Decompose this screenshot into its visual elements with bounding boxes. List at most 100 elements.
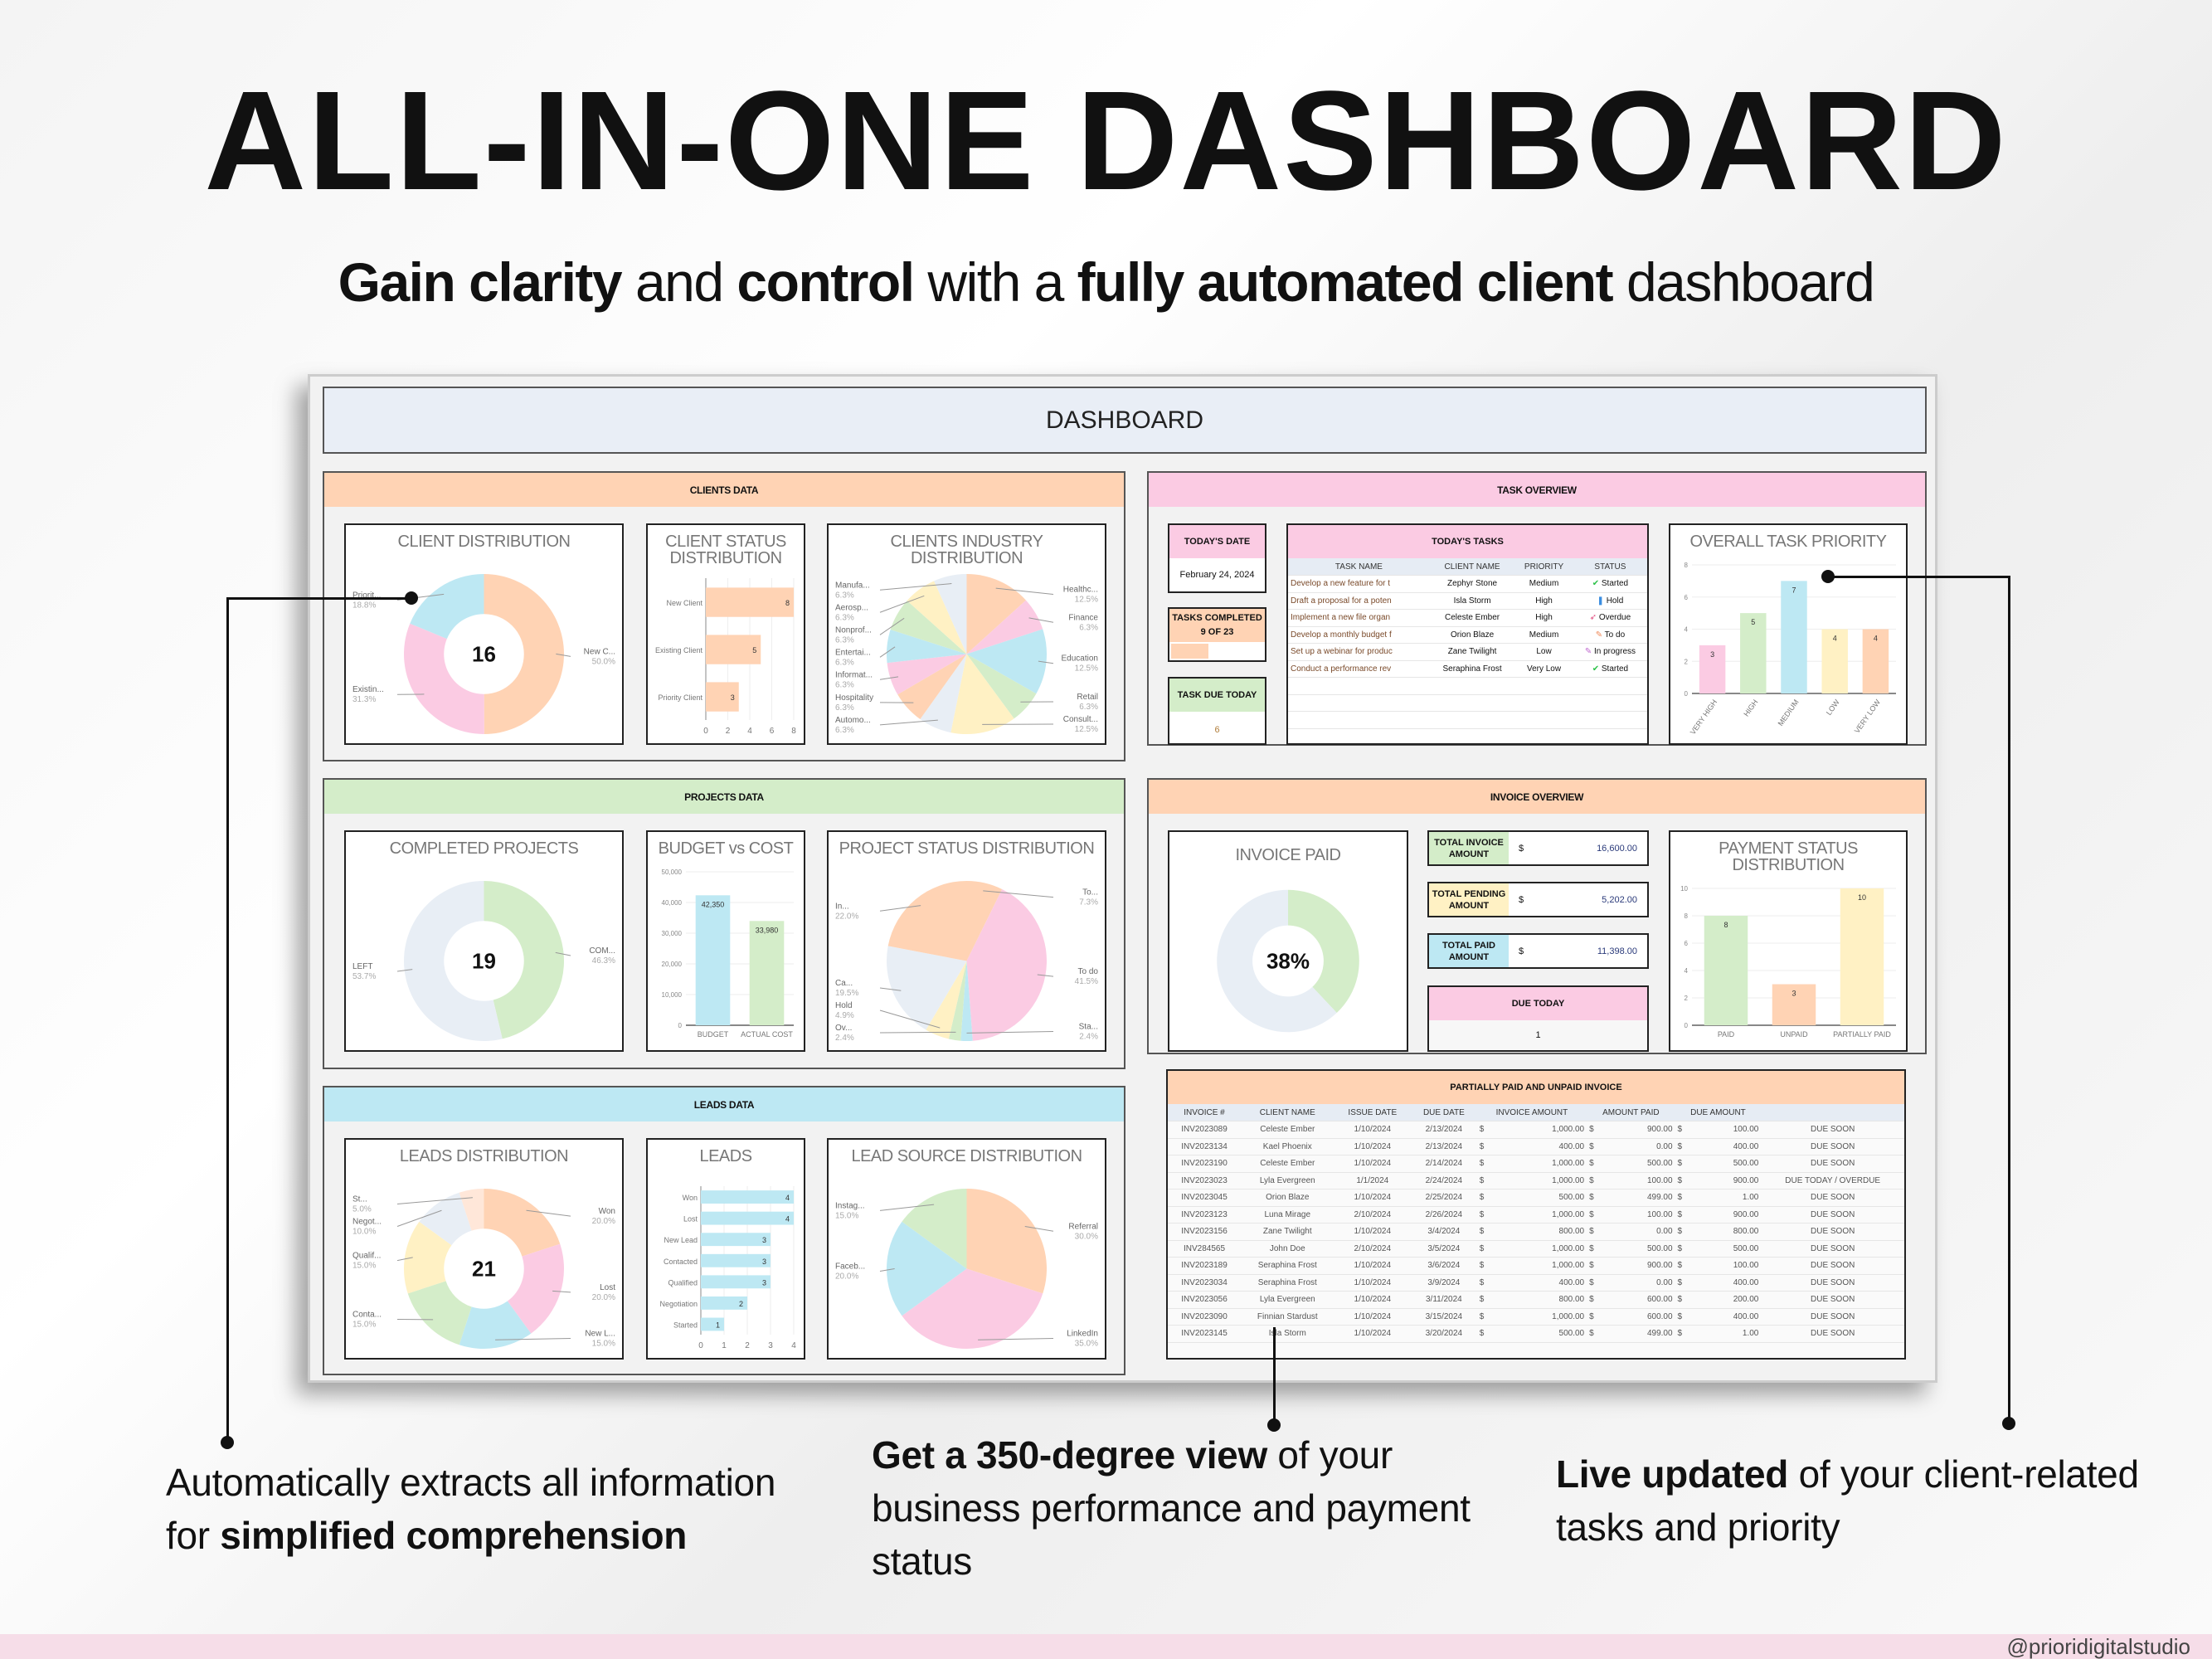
amount: 499.00: [1646, 1193, 1673, 1203]
slice-label: Referral: [1068, 1222, 1098, 1231]
invoice-row[interactable]: INV284565 John Doe 2/10/2024 3/5/2024 $1,000…: [1168, 1240, 1904, 1258]
caption-bold: Live updated: [1556, 1452, 1789, 1496]
invoice-row[interactable]: INV2023034 Seraphina Frost 1/10/2024 3/9/20…: [1168, 1274, 1904, 1292]
payment-status-card: PAYMENT STATUS DISTRIBUTION 0 2 4 6 8 10 8 PAID 3…: [1669, 830, 1908, 1052]
invoice-cell: DUE SOON: [1761, 1223, 1904, 1241]
invoice-row[interactable]: INV2023145 Isla Storm 1/10/2024 3/20/2024 $5…: [1168, 1325, 1904, 1343]
currency-symbol: $: [1518, 946, 1524, 956]
currency-symbol: $: [1677, 1175, 1683, 1185]
bar: [1772, 984, 1816, 1025]
bar: [701, 1190, 794, 1204]
currency-symbol: $: [1677, 1125, 1683, 1135]
invoice-row[interactable]: INV2023189 Seraphina Frost 1/10/2024 3/6/20…: [1168, 1257, 1904, 1275]
slice-value: 2.4%: [835, 1034, 854, 1043]
slice-label: Faceb...: [835, 1262, 865, 1272]
invoice-cell: $0.00: [1587, 1274, 1675, 1292]
slice-label: Nonprof...: [835, 625, 872, 635]
bar-value: 4: [785, 1194, 790, 1202]
amount: 100.00: [1733, 1125, 1759, 1135]
invoice-row[interactable]: INV2023023 Lyla Evergreen 1/1/2024 2/24/202…: [1168, 1172, 1904, 1190]
task-cell: Isla Storm: [1429, 592, 1515, 610]
slice: [950, 654, 1014, 734]
client-status-card: CLIENT STATUS DISTRIBUTION 0 2 4 6 8 8 New Clie…: [646, 523, 805, 745]
bar: [1862, 629, 1889, 693]
task-row[interactable]: Develop a new feature for t Zephyr Stone M…: [1288, 575, 1647, 593]
invoice-cell: $1,000.00: [1476, 1172, 1587, 1190]
task-cell: Low: [1514, 643, 1573, 661]
slice-label: Informat...: [835, 670, 873, 679]
bar-value: 33,980: [756, 926, 779, 934]
invoice-row[interactable]: INV2023123 Luna Mirage 2/10/2024 2/26/2024 $…: [1168, 1206, 1904, 1224]
invoice-row[interactable]: INV2023056 Lyla Evergreen 1/10/2024 3/11/20…: [1168, 1291, 1904, 1309]
task-row[interactable]: Conduct a performance rev Seraphina Frost…: [1288, 660, 1647, 678]
clients-industry-card: CLIENTS INDUSTRY DISTRIBUTION Manufa... 6.…: [827, 523, 1106, 745]
client-status-chart: 0 2 4 6 8 8 New Client 5 Existing Client 3 Priorit…: [655, 578, 796, 736]
bar: [706, 635, 761, 664]
invoice-cell: 2/13/2024: [1411, 1138, 1477, 1155]
leads-distribution-chart: St...5.0%Negot...10.0%Qualif...15.0%Cont…: [352, 1189, 615, 1349]
invoice-row[interactable]: INV2023045 Orion Blaze 1/10/2024 2/25/2024 $…: [1168, 1189, 1904, 1207]
currency-symbol: $: [1518, 843, 1524, 854]
unpaid-table-title: PARTIALLY PAID AND UNPAID INVOICE: [1168, 1071, 1904, 1104]
invoice-cell: $1.00: [1675, 1189, 1762, 1207]
todays-tasks-title: TODAY'S TASKS: [1288, 525, 1647, 558]
slice-label: St...: [352, 1194, 367, 1204]
slice-label: Hospitality: [835, 693, 873, 703]
leads-chart: 0 1 2 3 4 4 Won 4 Lost 3 New Lead 3 Contacted 3 Qualif…: [659, 1186, 796, 1350]
clients-header: CLIENTS DATA: [324, 473, 1124, 507]
project-status-chart: In...22.0%Ca...19.5%Hold4.9%Ov...2.4%To.…: [835, 881, 1098, 1043]
slice-label: Ov...: [835, 1024, 852, 1033]
slice-value: 12.5%: [1075, 664, 1098, 674]
y-tick: 8: [1685, 912, 1689, 920]
invoice-cell: $499.00: [1587, 1325, 1675, 1343]
amount: 500.00: [1733, 1159, 1759, 1169]
slice: [966, 574, 1026, 654]
invoice-row[interactable]: INV2023156 Zane Twilight 1/10/2024 3/4/2024…: [1168, 1223, 1904, 1241]
invoice-cell: $800.00: [1476, 1291, 1587, 1309]
column-header: DUE DATE: [1411, 1104, 1477, 1121]
slice: [404, 623, 484, 734]
invoice-row[interactable]: INV2023190 Celeste Ember 1/10/2024 2/14/202…: [1168, 1155, 1904, 1173]
task-cell: ➶ Overdue: [1573, 609, 1647, 627]
invoice-cell: 2/10/2024: [1334, 1240, 1411, 1258]
slice: [459, 1301, 532, 1349]
leader-line: [966, 1031, 1054, 1034]
bar-value: 2: [739, 1300, 743, 1308]
invoice-row[interactable]: INV2023089 Celeste Ember 1/10/2024 2/13/202…: [1168, 1121, 1904, 1139]
currency-symbol: $: [1589, 1193, 1594, 1203]
task-row[interactable]: Implement a new file organ Celeste Ember H…: [1288, 609, 1647, 627]
slice: [966, 600, 1043, 654]
invoice-cell: $500.00: [1587, 1155, 1675, 1173]
connector-dot: [405, 591, 418, 605]
amount: 1.00: [1742, 1329, 1759, 1339]
slice-label: Qualif...: [352, 1252, 381, 1261]
task-row[interactable]: Draft a proposal for a poten Isla Storm Hi…: [1288, 592, 1647, 610]
invoice-cell: Luna Mirage: [1240, 1206, 1334, 1224]
chart-title: CLIENTS INDUSTRY DISTRIBUTION: [890, 533, 1043, 567]
bar: [701, 1296, 747, 1310]
task-cell: ✎ To do: [1573, 626, 1647, 644]
slice-label: Negot...: [352, 1217, 382, 1226]
task-row[interactable]: Set up a webinar for produc Zane Twilight…: [1288, 643, 1647, 661]
invoice-row[interactable]: INV2023090 Finnian Stardust 1/10/2024 3/15/…: [1168, 1308, 1904, 1326]
currency-symbol: $: [1677, 1243, 1683, 1253]
slice: [407, 1281, 472, 1345]
invoice-row[interactable]: INV2023134 Kael Phoenix 1/10/2024 2/13/2024…: [1168, 1138, 1904, 1155]
x-tick: 8: [791, 727, 796, 736]
leader-line: [879, 676, 899, 680]
slice: [902, 1189, 967, 1269]
task-row[interactable]: Develop a monthly budget f Orion Blaze Med…: [1288, 626, 1647, 644]
column-header: INVOICE AMOUNT: [1476, 1104, 1587, 1121]
currency-symbol: $: [1589, 1243, 1594, 1253]
slice-label: LinkedIn: [1067, 1330, 1098, 1339]
amount: 400.00: [1733, 1311, 1759, 1321]
sub-text-1: and: [621, 251, 737, 313]
slice: [1288, 889, 1359, 1014]
slice: [960, 961, 973, 1041]
invoice-cell: Celeste Ember: [1240, 1155, 1334, 1173]
slice: [966, 654, 1037, 719]
todays-date-label: TODAY'S DATE: [1169, 525, 1265, 558]
currency-symbol: $: [1479, 1243, 1485, 1253]
invoice-cell: $400.00: [1675, 1138, 1762, 1155]
currency-symbol: $: [1479, 1311, 1485, 1321]
